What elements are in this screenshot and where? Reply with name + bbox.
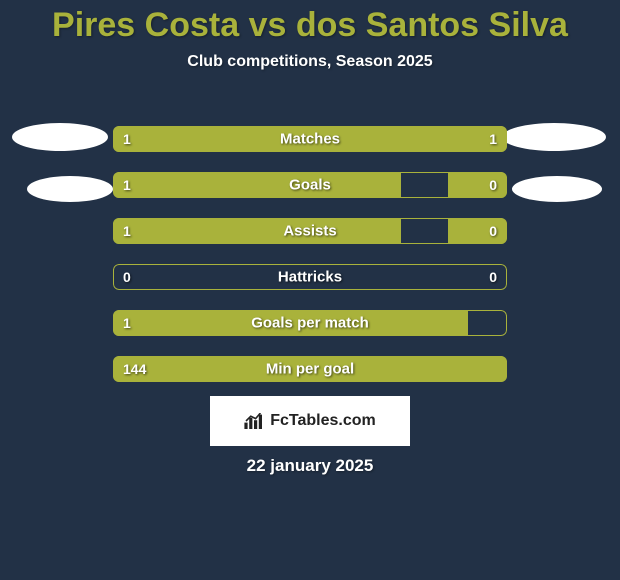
stat-label: Matches xyxy=(113,131,507,148)
stat-row: 144Min per goal xyxy=(113,356,507,382)
stats-area: 11Matches 10Goals 10Assists 00Hattricks 1Goa… xyxy=(113,126,507,402)
avatar-left-2 xyxy=(27,176,113,202)
avatar-left-1 xyxy=(12,123,108,151)
stat-label: Goals xyxy=(113,177,507,194)
stat-label: Goals per match xyxy=(113,315,507,332)
stat-row: 10Assists xyxy=(113,218,507,244)
stat-label: Min per goal xyxy=(113,361,507,378)
subtitle: Club competitions, Season 2025 xyxy=(0,53,620,71)
stat-label: Assists xyxy=(113,223,507,240)
stat-row: 10Goals xyxy=(113,172,507,198)
avatar-right-1 xyxy=(502,123,606,151)
date-text: 22 january 2025 xyxy=(0,456,620,476)
stat-row: 11Matches xyxy=(113,126,507,152)
stat-label: Hattricks xyxy=(113,269,507,286)
avatar-right-2 xyxy=(512,176,602,202)
stat-row: 1Goals per match xyxy=(113,310,507,336)
stat-row: 00Hattricks xyxy=(113,264,507,290)
branding-box: FcTables.com xyxy=(210,396,410,446)
page-title: Pires Costa vs dos Santos Silva xyxy=(0,0,620,45)
branding-text: FcTables.com xyxy=(270,412,376,430)
comparison-card: Pires Costa vs dos Santos Silva Club com… xyxy=(0,0,620,580)
chart-icon xyxy=(244,413,264,429)
